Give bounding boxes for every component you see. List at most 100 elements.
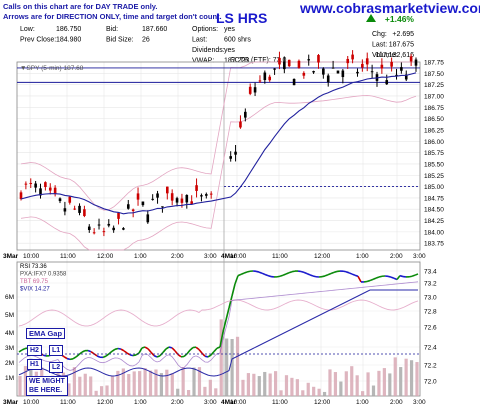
volume-bar — [235, 336, 240, 396]
site-watermark: www.cobrasmarketview.com — [300, 0, 480, 16]
volume-bar — [322, 391, 327, 396]
price-bar-body — [331, 67, 335, 69]
volume-bar — [388, 373, 392, 396]
volume-bar — [355, 375, 359, 396]
quote-cell: VWAP: — [192, 58, 214, 65]
price-bar-body — [385, 80, 389, 85]
price-bar-body — [351, 54, 354, 60]
grid-lines — [16, 61, 421, 397]
price-bar-body — [205, 194, 208, 196]
price-bar-body — [263, 72, 267, 81]
quote-right-value: +2.695 — [392, 31, 414, 38]
price-bar-body — [326, 75, 330, 83]
quote-right-value: 187.675 — [389, 42, 414, 49]
volume-bar — [99, 386, 104, 396]
volume-bar — [312, 386, 316, 396]
volume-bar — [284, 375, 289, 396]
price-bar-body — [380, 64, 384, 69]
quote-right-label: Volume: — [372, 52, 397, 59]
price-bar-body — [83, 209, 86, 216]
rsi-segment — [330, 271, 335, 275]
time-tick-label: 11:00 — [60, 253, 76, 260]
volume-bar — [366, 372, 370, 396]
price-bar-body — [112, 227, 115, 231]
rsi-tick-label: 73.4 — [424, 269, 437, 276]
volume-bar — [203, 386, 207, 396]
price-bar-body — [78, 205, 81, 213]
quote-cell: Dividends: — [192, 47, 225, 54]
volume-bar — [138, 371, 142, 396]
rsi-segment — [234, 275, 239, 285]
volume-bar — [274, 371, 278, 396]
rsi-segment — [102, 355, 107, 359]
price-bar-body — [48, 187, 52, 191]
time-tick-label: 12:00 — [97, 399, 114, 406]
volume-bar — [132, 371, 136, 396]
price-bar-body — [336, 70, 340, 74]
rsi-segment — [69, 358, 74, 361]
price-bar-body — [29, 182, 33, 184]
volume-bar — [186, 389, 191, 396]
rsi-segment — [375, 276, 380, 279]
l1-label: L1 — [49, 345, 64, 356]
price-bar-body — [370, 71, 374, 73]
quote-cell: Prev Close: — [20, 37, 56, 44]
price-bar-body — [312, 71, 315, 73]
volume-bar — [333, 372, 338, 396]
time-tick-label: 12:00 — [314, 399, 331, 406]
time-tick-label: 11:00 — [60, 399, 76, 406]
volume-bar — [159, 373, 163, 396]
time-tick-label: 11:00 — [272, 399, 288, 406]
rsi-segment — [177, 353, 182, 358]
rsi-segment — [153, 354, 158, 358]
rsi-segment — [369, 278, 374, 282]
volume-bar — [154, 369, 158, 396]
volume-bar — [246, 373, 251, 396]
moving-average — [20, 72, 417, 215]
tbt-line — [18, 299, 419, 327]
price-bar-body — [395, 74, 398, 76]
rsi-segment — [255, 270, 260, 273]
rsi-segment — [411, 274, 416, 277]
price-tick-label: 187.00 — [424, 93, 444, 100]
notice-line-2: Arrows are for DIRECTION ONLY, time and … — [3, 12, 222, 21]
price-bar-body — [302, 72, 306, 76]
rsi-segment — [243, 271, 248, 274]
rsi-segment — [138, 347, 143, 354]
volume-bar — [290, 377, 294, 396]
h1-label: H1 — [27, 359, 42, 370]
price-bar-body — [356, 71, 359, 74]
price-bar-body — [24, 183, 28, 185]
volume-bar — [252, 373, 256, 396]
quote-right-value: 117,132,616 — [376, 52, 415, 59]
price-tick-label: 186.25 — [424, 127, 444, 134]
price-bar-body — [258, 80, 262, 82]
volume-bar — [165, 369, 169, 396]
rsi-segment — [231, 283, 236, 297]
volume-bar — [197, 367, 202, 396]
legend: ▼SPY (5-min) 187.68 RSI 73.36 PXA:IFX? 0.9… — [20, 65, 84, 293]
quote-cell: 184.980 — [56, 37, 81, 44]
volume-bar — [301, 390, 305, 396]
quote-right-label: Last: — [372, 42, 387, 49]
we-might-line-1: WE MIGHT — [29, 378, 65, 385]
price-tick-label: 184.50 — [424, 207, 444, 214]
volume-bar — [263, 371, 267, 396]
rsi-segment — [126, 352, 131, 356]
rsi-segment — [279, 274, 284, 277]
volume-bar — [393, 357, 397, 396]
price-tick-label: 187.75 — [424, 60, 444, 67]
price-bar-body — [58, 198, 62, 202]
price-bar-body — [146, 214, 150, 223]
time-tick-label: 10:00 — [230, 253, 247, 260]
rsi-segment — [390, 276, 395, 279]
rsi-segment — [300, 270, 305, 274]
quote-cell: Last: — [192, 37, 207, 44]
volume-bar — [225, 338, 229, 396]
rsi-segment — [306, 272, 311, 276]
volume-bar — [279, 390, 283, 396]
rsi-segment — [321, 275, 326, 278]
price-bar-body — [365, 58, 369, 65]
volume-bar — [214, 388, 218, 396]
volume-tick-label: 3M — [5, 345, 14, 352]
